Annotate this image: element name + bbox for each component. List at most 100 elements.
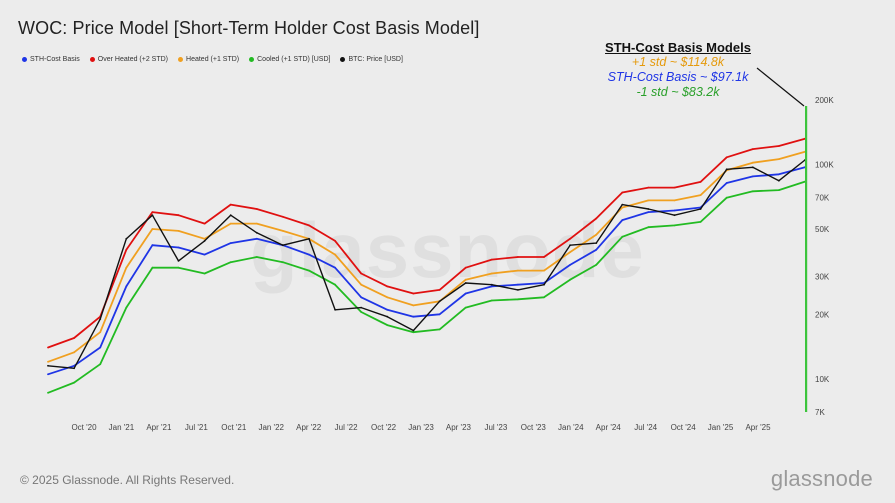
legend-item-sth-cost-basis[interactable]: STH-Cost Basis (22, 56, 80, 63)
data-point-cooled-1-std-usd (438, 328, 441, 331)
data-point-cooled-1-std-usd (177, 266, 180, 269)
data-point-cooled-1-std-usd (673, 224, 676, 227)
legend-label: Over Heated (+2 STD) (97, 56, 169, 63)
data-point-over-heated-2-std (778, 145, 780, 147)
data-point-btc-price-usd (621, 203, 624, 206)
chart-series (47, 137, 806, 394)
legend-label: STH-Cost Basis (30, 56, 80, 63)
data-point-sth-cost-basis (673, 209, 676, 212)
data-point-btc-price-usd (673, 214, 676, 217)
data-point-btc-price-usd (334, 308, 336, 311)
data-point-sth-cost-basis (386, 308, 389, 311)
data-point-over-heated-2-std (47, 346, 49, 349)
data-point-over-heated-2-std (621, 191, 624, 194)
data-point-heated-1-std (778, 158, 780, 161)
data-point-sth-cost-basis (177, 246, 180, 249)
data-point-btc-price-usd (490, 283, 493, 286)
data-point-sth-cost-basis (438, 313, 441, 316)
data-point-btc-price-usd (125, 237, 128, 240)
data-point-sth-cost-basis (490, 285, 493, 288)
x-tick-label: Jul '23 (484, 423, 507, 432)
legend-item-heated[interactable]: Heated (+1 STD) (178, 56, 239, 63)
data-point-over-heated-2-std (177, 214, 180, 217)
data-point-over-heated-2-std (255, 208, 258, 210)
data-point-cooled-1-std-usd (125, 306, 128, 309)
series-line-heated-1-std (47, 150, 806, 363)
data-point-heated-1-std (621, 206, 624, 209)
x-tick-label: Oct '22 (371, 423, 397, 432)
data-point-heated-1-std (282, 230, 284, 232)
data-point-cooled-1-std-usd (73, 381, 75, 384)
data-point-sth-cost-basis (751, 175, 754, 178)
data-point-cooled-1-std-usd (203, 272, 206, 275)
data-point-heated-1-std (229, 222, 232, 225)
data-point-over-heated-2-std (490, 258, 493, 261)
legend-item-over-heated[interactable]: Over Heated (+2 STD) (89, 56, 169, 63)
data-point-over-heated-2-std (386, 285, 389, 288)
data-point-cooled-1-std-usd (386, 324, 389, 326)
data-point-btc-price-usd (282, 244, 284, 247)
data-point-cooled-1-std-usd (360, 311, 363, 313)
y-tick-label-7K: 7K (815, 408, 825, 417)
data-point-over-heated-2-std (725, 156, 728, 159)
page-title: WOC: Price Model [Short-Term Holder Cost… (18, 18, 480, 38)
data-point-btc-price-usd (647, 208, 650, 210)
y-tick-label-100K: 100K (815, 161, 834, 170)
copyright-text: © 2025 Glassnode. All Rights Reserved. (20, 473, 235, 487)
data-point-over-heated-2-std (73, 337, 75, 339)
y-tick-label-30K: 30K (815, 273, 830, 282)
data-point-heated-1-std (386, 296, 389, 299)
data-point-sth-cost-basis (229, 242, 232, 245)
data-point-btc-price-usd (151, 214, 154, 217)
data-point-over-heated-2-std (543, 256, 545, 258)
data-point-cooled-1-std-usd (282, 261, 284, 264)
data-point-heated-1-std (255, 222, 258, 225)
data-point-heated-1-std (360, 283, 363, 286)
data-point-heated-1-std (543, 269, 545, 272)
data-point-btc-price-usd (595, 242, 598, 245)
data-point-cooled-1-std-usd (47, 391, 49, 394)
data-point-btc-price-usd (308, 237, 310, 240)
data-point-over-heated-2-std (125, 248, 128, 251)
data-point-btc-price-usd (464, 282, 467, 284)
callout-title: STH-Cost Basis Models (605, 40, 751, 55)
data-point-heated-1-std (517, 269, 519, 272)
data-point-cooled-1-std-usd (751, 190, 754, 193)
x-tick-label: Apr '21 (146, 423, 172, 432)
data-point-cooled-1-std-usd (699, 221, 702, 223)
x-tick-label: Oct '23 (521, 423, 547, 432)
data-point-heated-1-std (699, 194, 702, 197)
data-point-sth-cost-basis (621, 219, 624, 222)
data-point-cooled-1-std-usd (647, 226, 650, 229)
series-line-over-heated-2-std (47, 137, 806, 349)
data-point-heated-1-std (673, 199, 676, 202)
series-line-cooled-1-std-usd (47, 180, 806, 394)
data-point-over-heated-2-std (647, 186, 650, 189)
data-point-btc-price-usd (255, 231, 258, 234)
data-point-heated-1-std (751, 161, 754, 164)
data-point-heated-1-std (490, 272, 493, 275)
data-point-sth-cost-basis (464, 292, 467, 295)
data-point-cooled-1-std-usd (151, 266, 154, 269)
legend-item-btc-price[interactable]: BTC: Price [USD] (340, 56, 403, 63)
data-point-over-heated-2-std (151, 211, 154, 214)
data-point-heated-1-std (47, 360, 49, 363)
data-point-over-heated-2-std (464, 266, 467, 269)
data-point-sth-cost-basis (725, 182, 728, 184)
data-point-over-heated-2-std (751, 148, 754, 151)
data-point-over-heated-2-std (308, 224, 310, 227)
data-point-btc-price-usd (229, 214, 232, 217)
legend-label: Cooled (+1 STD) [USD] (257, 56, 331, 63)
y-tick-label-50K: 50K (815, 225, 830, 234)
callout-pointer-line (756, 67, 805, 107)
data-point-btc-price-usd (517, 289, 519, 291)
data-point-over-heated-2-std (438, 289, 441, 291)
data-point-btc-price-usd (751, 166, 754, 169)
legend-item-cooled[interactable]: Cooled (+1 STD) [USD] (249, 56, 330, 63)
callout-base: STH-Cost Basis ~ $97.1k (607, 70, 749, 84)
data-point-btc-price-usd (99, 318, 102, 320)
data-point-btc-price-usd (386, 315, 389, 318)
data-point-btc-price-usd (725, 168, 728, 171)
data-point-sth-cost-basis (308, 253, 310, 256)
